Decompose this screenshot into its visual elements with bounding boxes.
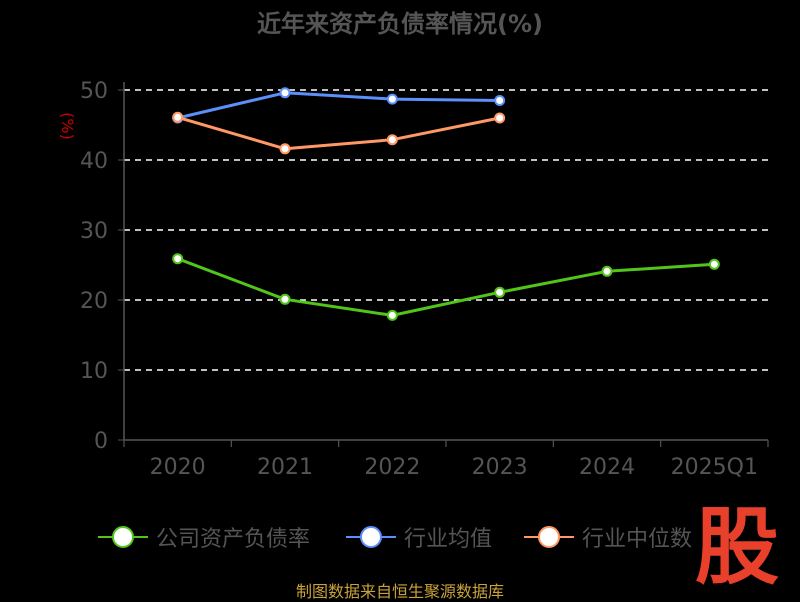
x-tick-label: 2021: [257, 455, 313, 480]
x-tick-label: 2023: [472, 455, 528, 480]
data-point-2: [494, 112, 506, 124]
legend-marker-industry-median: [524, 526, 574, 548]
logo-glyph: 股: [695, 500, 779, 590]
legend-marker-industry-mean: [346, 526, 396, 548]
data-point-0: [601, 265, 613, 277]
legend-item-industry-median[interactable]: 行业中位数: [524, 517, 692, 557]
y-tick-label: 0: [94, 429, 108, 454]
data-point-1: [386, 93, 398, 105]
series-line-0: [177, 257, 715, 317]
data-point-2: [386, 134, 398, 146]
stock-logo: 股: [695, 500, 779, 590]
legend-label-industry-mean: 行业均值: [404, 527, 493, 552]
y-tick-label: 40: [80, 149, 108, 174]
x-tick-label: 2022: [364, 455, 420, 480]
data-point-2: [279, 143, 291, 155]
data-point-0: [494, 286, 506, 298]
series-line-1: [177, 91, 500, 120]
y-axis-label: (%): [58, 112, 77, 140]
legend-item-industry-mean[interactable]: 行业均值: [346, 517, 492, 557]
x-tick-label: 2025Q1: [671, 455, 758, 480]
data-point-1: [279, 87, 291, 99]
data-point-0: [279, 293, 291, 305]
legend-label-industry-median: 行业中位数: [582, 527, 693, 552]
series-line-2: [177, 115, 500, 151]
data-point-0: [708, 258, 720, 270]
y-tick-label: 20: [80, 289, 108, 314]
legend-item-company[interactable]: 公司资产负债率: [98, 517, 310, 557]
y-tick-label: 30: [80, 219, 108, 244]
y-tick-label: 10: [80, 359, 108, 384]
data-point-1: [494, 95, 506, 106]
legend-label-company: 公司资产负债率: [156, 527, 311, 552]
legend-marker-company: [98, 526, 148, 548]
y-tick-label: 50: [80, 79, 108, 104]
x-tick-label: 2020: [150, 455, 206, 480]
x-tick-label: 2024: [579, 455, 635, 480]
data-point-0: [386, 309, 398, 321]
chart-title: 近年来资产负债率情况(%): [257, 10, 543, 38]
data-source: 制图数据来自恒生聚源数据库: [295, 582, 504, 601]
data-point-2: [172, 111, 184, 123]
data-point-0: [172, 253, 184, 265]
legend: 公司资产负债率 行业均值 行业中位数: [0, 517, 800, 557]
